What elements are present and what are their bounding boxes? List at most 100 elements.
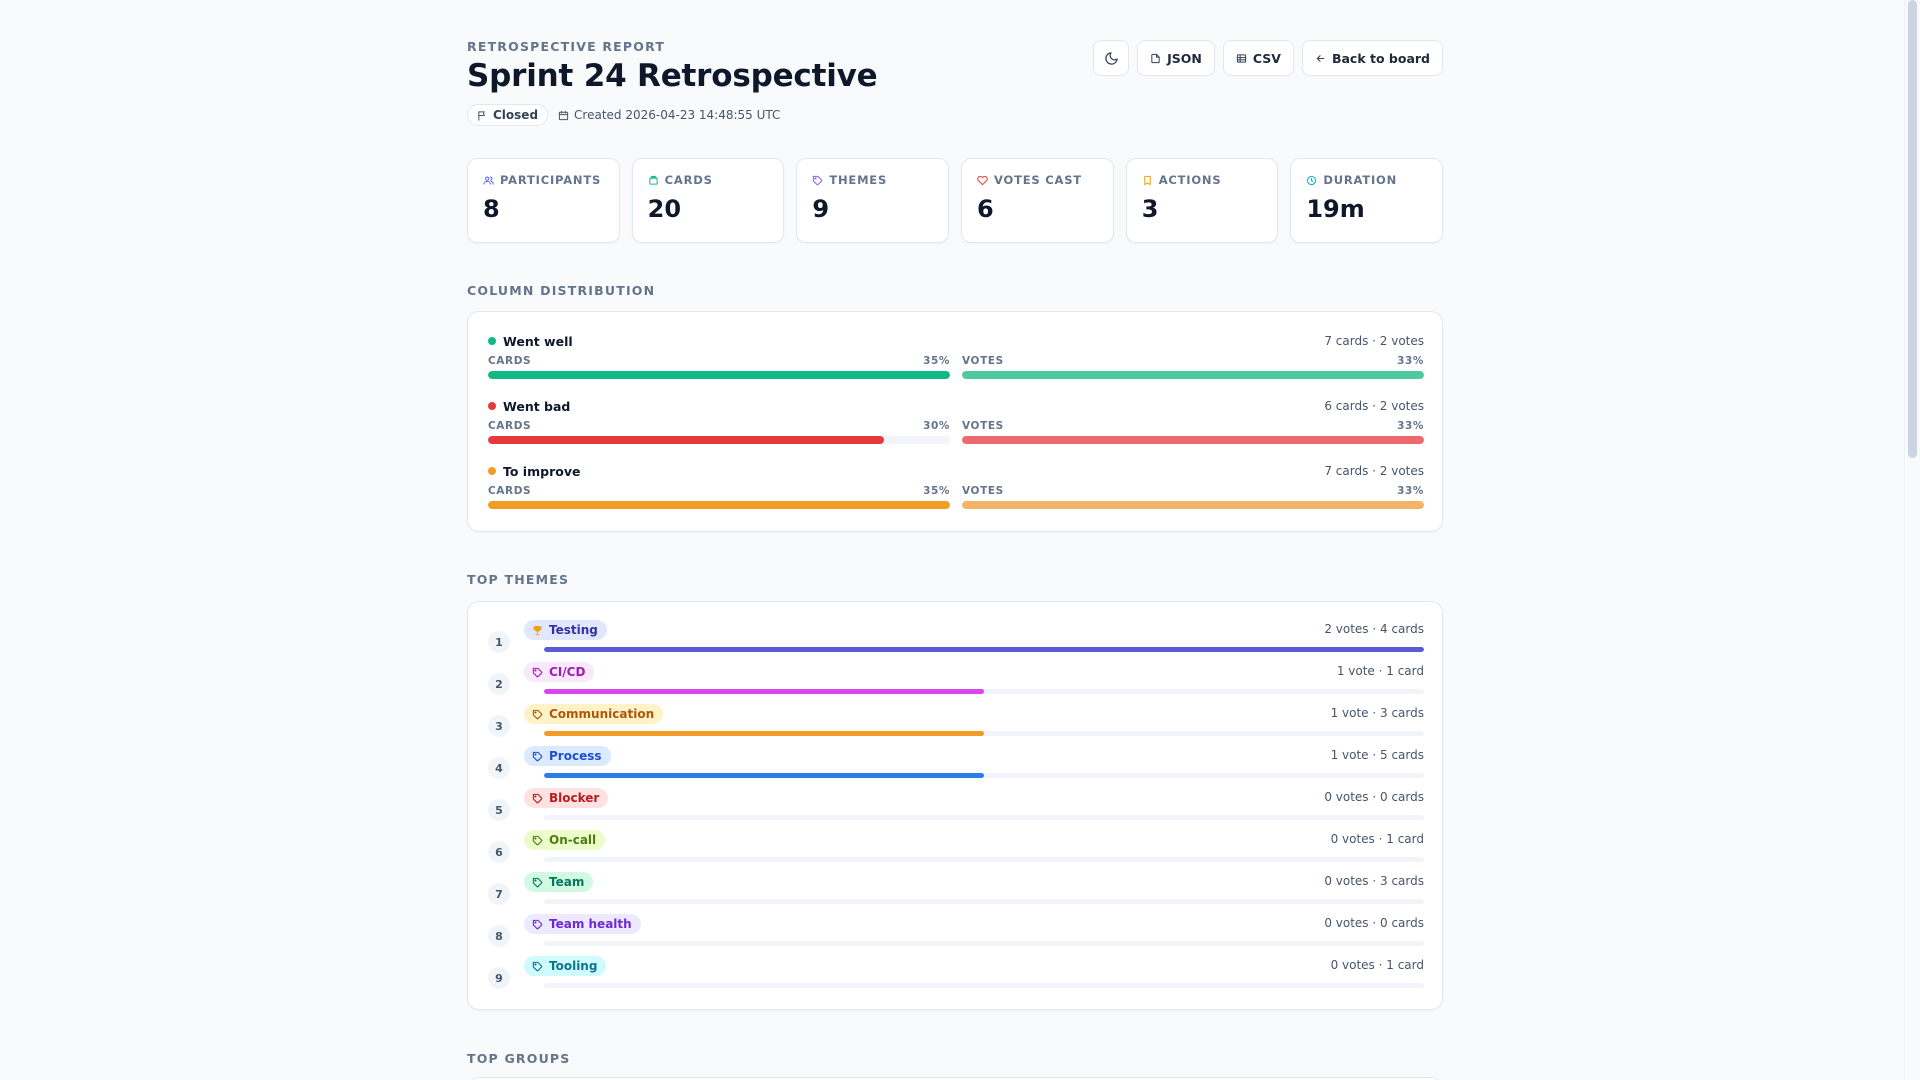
tag-icon	[532, 835, 543, 846]
stat-card-duration: DURATION 19m	[1290, 158, 1444, 243]
theme-rank: 6	[488, 841, 510, 863]
theme-summary: 0 votes · 0 cards	[1324, 916, 1424, 930]
top-themes-title: TOP THEMES	[467, 572, 570, 587]
moon-icon	[1104, 51, 1119, 66]
top-groups-title: TOP GROUPS	[467, 1051, 571, 1066]
votes-label: VOTES	[962, 355, 1004, 367]
tag-icon	[532, 709, 543, 720]
theme-share-fill	[544, 731, 984, 736]
theme-tag[interactable]: On-call	[524, 830, 606, 850]
cards-fill	[488, 501, 950, 509]
back-to-board-button[interactable]: Back to board	[1301, 40, 1443, 76]
cards-percent: 35%	[923, 355, 950, 367]
column-color-dot	[488, 402, 496, 410]
theme-tag[interactable]: Blocker	[524, 788, 609, 808]
table-icon	[1236, 53, 1247, 64]
votes-share-bar: VOTES 33%	[962, 355, 1424, 379]
theme-name: CI/CD	[549, 665, 586, 679]
distribution-row-to-improve: To improve 7 cards · 2 votes CARDS 35% VO…	[488, 462, 1424, 509]
theme-share-bar	[544, 689, 1424, 694]
votes-percent: 33%	[1397, 485, 1424, 497]
votes-fill	[962, 371, 1424, 379]
theme-share-fill	[544, 773, 984, 778]
theme-rank: 7	[488, 883, 510, 905]
back-to-board-label: Back to board	[1331, 50, 1430, 66]
file-icon	[1150, 53, 1161, 64]
distribution-row-went-bad: Went bad 6 cards · 2 votes CARDS 30% VOTE…	[488, 397, 1424, 444]
export-csv-button[interactable]: CSV	[1222, 40, 1294, 76]
theme-tag[interactable]: Testing	[524, 620, 607, 640]
theme-share-bar	[544, 731, 1424, 736]
tag-icon	[532, 793, 543, 804]
theme-summary: 0 votes · 3 cards	[1324, 874, 1424, 888]
stat-value: 8	[483, 195, 500, 223]
stat-value: 9	[812, 195, 830, 223]
cards-fill	[488, 436, 884, 444]
arrow-left-icon	[1315, 53, 1326, 64]
theme-name: Blocker	[549, 791, 600, 805]
votes-label: VOTES	[962, 420, 1004, 432]
flag-icon	[477, 110, 488, 121]
stats-row: PARTICIPANTS 8 CARDS 20 THEMES 9 VOTES C…	[467, 158, 1444, 243]
theme-tag[interactable]: CI/CD	[524, 662, 595, 682]
theme-share-bar	[544, 647, 1424, 652]
theme-tag[interactable]: Process	[524, 746, 611, 766]
theme-name: Testing	[549, 623, 598, 637]
theme-share-fill	[544, 647, 1424, 652]
cards-label: CARDS	[488, 355, 532, 367]
tag-icon	[532, 877, 543, 888]
created-timestamp: Created 2026-04-23 14:48:55 UTC	[558, 108, 780, 122]
export-csv-label: CSV	[1252, 50, 1281, 66]
column-name: Went well	[503, 333, 573, 349]
stat-label: ACTIONS	[1158, 173, 1222, 187]
report-toolbar: JSON CSV Back to board	[1093, 40, 1443, 76]
export-json-button[interactable]: JSON	[1137, 40, 1215, 76]
theme-rank: 5	[488, 799, 510, 821]
theme-tag[interactable]: Team health	[524, 914, 641, 934]
theme-summary: 1 vote · 1 card	[1336, 664, 1424, 678]
stat-card-votes-cast: VOTES CAST 6	[961, 158, 1114, 243]
theme-share-bar	[544, 941, 1424, 946]
theme-name: On-call	[549, 833, 597, 847]
clock-icon	[1306, 175, 1317, 186]
column-distribution-panel: Went well 7 cards · 2 votes CARDS 35% VOT…	[467, 311, 1443, 532]
cards-label: CARDS	[488, 420, 532, 432]
heart-icon	[977, 175, 988, 186]
distribution-row-went-well: Went well 7 cards · 2 votes CARDS 35% VOT…	[488, 332, 1424, 379]
column-name: To improve	[503, 463, 581, 479]
stat-value: 3	[1141, 195, 1159, 223]
scrollbar-thumb[interactable]	[1908, 0, 1917, 458]
tag-icon	[532, 667, 543, 678]
theme-tag[interactable]: Tooling	[524, 956, 607, 976]
cards-percent: 35%	[923, 485, 950, 497]
theme-summary: 1 vote · 5 cards	[1330, 748, 1424, 762]
theme-row: 5 Blocker 0 votes · 0 cards	[488, 788, 1424, 826]
stat-card-actions: ACTIONS 3	[1125, 158, 1279, 243]
votes-percent: 33%	[1397, 420, 1424, 432]
theme-tag[interactable]: Communication	[524, 704, 664, 724]
bookmark-icon	[1142, 175, 1153, 186]
stat-value: 20	[647, 195, 682, 223]
theme-share-bar	[544, 983, 1424, 988]
theme-toggle-button[interactable]	[1093, 40, 1130, 76]
column-color-dot	[488, 337, 496, 345]
theme-name: Team health	[549, 917, 632, 931]
cards-label: CARDS	[488, 485, 532, 497]
stat-label: PARTICIPANTS	[500, 173, 602, 187]
theme-rank: 4	[488, 757, 510, 779]
tag-icon	[532, 919, 543, 930]
theme-row: 2 CI/CD 1 vote · 1 card	[488, 662, 1424, 700]
stat-value: 19m	[1306, 195, 1365, 223]
theme-rank: 1	[488, 631, 510, 653]
theme-share-bar	[544, 899, 1424, 904]
theme-row: 7 Team 0 votes · 3 cards	[488, 872, 1424, 910]
column-summary: 7 cards · 2 votes	[1324, 464, 1424, 478]
cards-share-bar: CARDS 35%	[488, 485, 950, 509]
votes-fill	[962, 501, 1424, 509]
status-label: Closed	[493, 108, 539, 122]
theme-share-bar	[544, 815, 1424, 820]
theme-tag[interactable]: Team	[524, 872, 594, 892]
theme-share-bar	[544, 773, 1424, 778]
page-scrollbar[interactable]	[1904, 0, 1920, 1080]
tag-icon	[532, 751, 543, 762]
